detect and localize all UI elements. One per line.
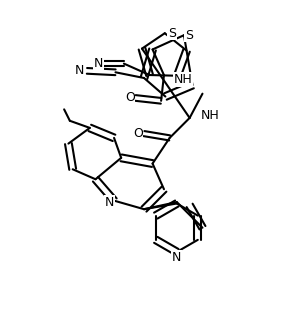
Text: S: S [185, 29, 193, 42]
Text: N: N [105, 196, 114, 209]
Text: O: O [125, 91, 135, 104]
Text: N: N [94, 57, 103, 70]
Text: N: N [75, 64, 84, 78]
Text: NH: NH [201, 108, 220, 122]
Text: N: N [172, 250, 181, 264]
Text: S: S [168, 27, 176, 40]
Text: O: O [133, 127, 143, 140]
Text: NH: NH [174, 73, 193, 86]
